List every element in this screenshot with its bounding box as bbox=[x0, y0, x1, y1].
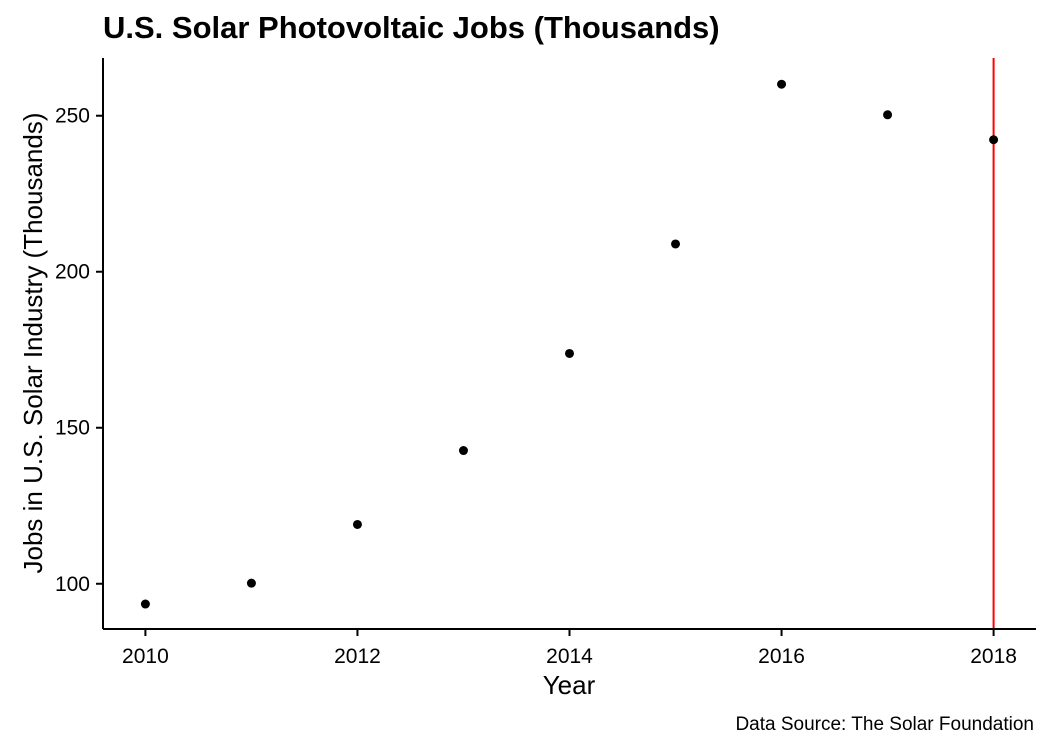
x-tick-label: 2010 bbox=[122, 645, 169, 668]
plot-area bbox=[140, 58, 999, 629]
data-point-2015 bbox=[671, 239, 681, 249]
y-tick-label: 200 bbox=[55, 261, 90, 284]
data-point-2011 bbox=[246, 578, 256, 588]
data-point-2017 bbox=[883, 110, 893, 120]
data-point-2010 bbox=[140, 599, 150, 609]
data-point-2012 bbox=[352, 519, 362, 529]
y-tick-label: 250 bbox=[55, 105, 90, 128]
x-tick-label: 2016 bbox=[758, 645, 805, 668]
data-point-2013 bbox=[458, 446, 468, 456]
x-tick-label: 2018 bbox=[970, 645, 1017, 668]
data-point-2016 bbox=[777, 79, 787, 89]
y-tick-label: 150 bbox=[55, 417, 90, 440]
x-axis-title: Year bbox=[543, 670, 596, 700]
x-tick-label: 2012 bbox=[334, 645, 381, 668]
x-tick-label: 2014 bbox=[546, 645, 593, 668]
y-axis-title: Jobs in U.S. Solar Industry (Thousands) bbox=[18, 113, 48, 574]
data-point-2018 bbox=[989, 135, 999, 145]
chart-caption: Data Source: The Solar Foundation bbox=[735, 714, 1034, 735]
y-tick-label: 100 bbox=[55, 573, 90, 596]
y-axis-ticks: 100 150 200 250 bbox=[55, 105, 103, 596]
data-point-2014 bbox=[565, 348, 574, 358]
x-axis-ticks: 2010 2012 2014 2016 2018 bbox=[122, 629, 1017, 668]
chart-title: U.S. Solar Photovoltaic Jobs (Thousands) bbox=[103, 10, 720, 45]
